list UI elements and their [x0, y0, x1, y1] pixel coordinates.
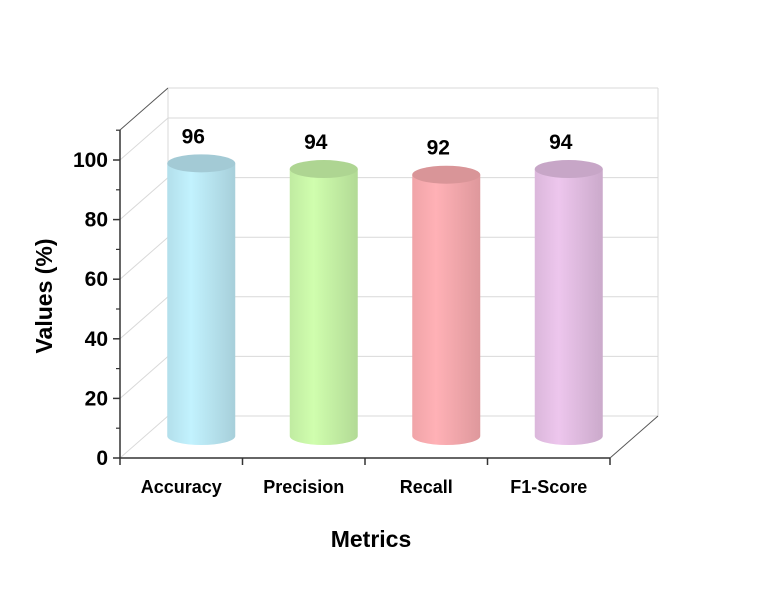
y-tick-label: 40: [85, 328, 108, 351]
side-gridline: [119, 356, 169, 399]
bar-top: [412, 165, 481, 184]
x-tick-label: Accuracy: [141, 477, 222, 497]
side-gridline: [119, 236, 169, 280]
x-tick-label: F1-Score: [510, 477, 587, 497]
bar-body: [534, 169, 603, 446]
x-axis-title: Metrics: [331, 526, 412, 552]
y-tick-label: 20: [85, 387, 108, 410]
data-label: 96: [182, 125, 205, 148]
bar-body: [167, 163, 236, 446]
bar-top: [534, 160, 603, 179]
y-tick-label: 60: [85, 268, 108, 291]
x-axis-categories: Accuracy Precision Recall F1-Score: [119, 458, 611, 497]
data-label: 94: [304, 131, 328, 154]
side-gridline: [119, 177, 169, 220]
x-tick-label: Recall: [400, 477, 453, 497]
data-label: 92: [427, 137, 450, 160]
floor-right-edge: [609, 415, 659, 459]
bar-recall: [412, 165, 481, 446]
bar-precision: [289, 160, 358, 446]
y-axis-title: Values (%): [31, 238, 57, 353]
data-labels: 96 94 92 94: [182, 125, 573, 159]
bar-body: [289, 169, 358, 446]
bars: [167, 154, 603, 446]
x-tick-label: Precision: [263, 477, 344, 497]
y-tick-label: 80: [85, 209, 108, 232]
side-gridline: [119, 296, 169, 340]
bar-f1-score: [534, 160, 603, 446]
bar-top: [167, 154, 236, 173]
side-wall-top-edge: [119, 87, 169, 131]
y-tick-label: 0: [96, 447, 108, 470]
bar-accuracy: [167, 154, 236, 446]
bar-body: [412, 174, 481, 446]
floor-left-edge: [119, 415, 169, 459]
data-label: 94: [549, 131, 573, 154]
bar-top: [289, 160, 358, 179]
side-gridline: [119, 117, 169, 161]
y-tick-label: 100: [73, 149, 108, 172]
y-axis-ticks: 0 20 40 60 80 100: [73, 129, 120, 470]
